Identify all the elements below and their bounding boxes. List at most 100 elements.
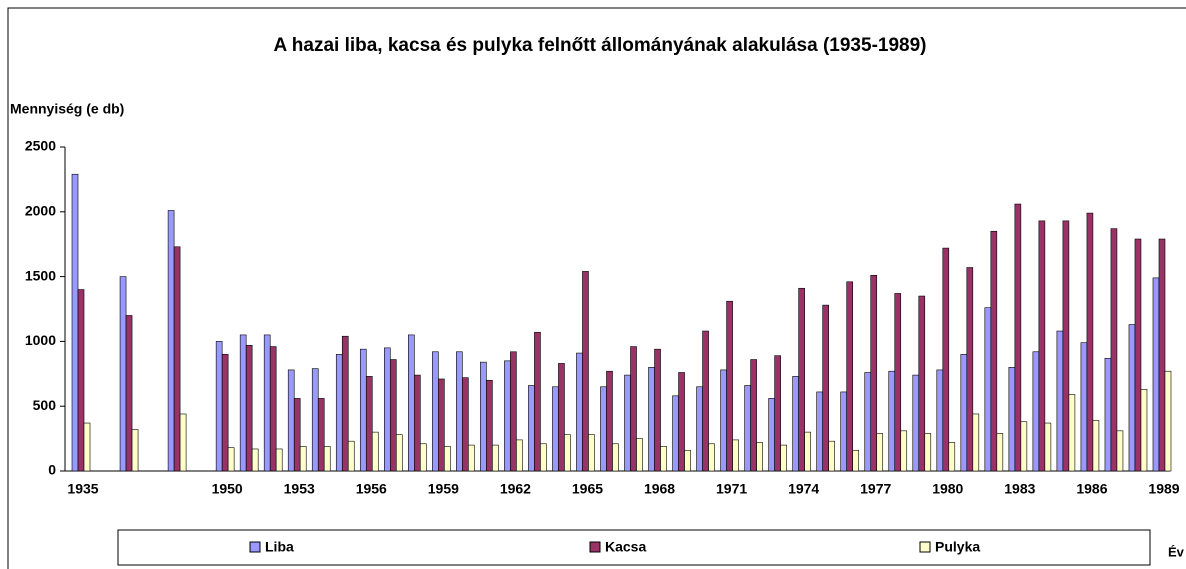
bar	[696, 386, 703, 472]
bar	[870, 275, 878, 472]
x-tick-label: 1971	[716, 481, 747, 497]
bar	[792, 376, 799, 472]
bar	[852, 449, 860, 472]
bar	[1140, 389, 1148, 472]
bar	[756, 442, 763, 472]
bar	[480, 361, 487, 472]
bar	[720, 369, 727, 472]
legend	[117, 529, 1151, 566]
bar	[612, 443, 619, 472]
bar	[684, 449, 691, 472]
bar	[468, 444, 475, 472]
bar	[275, 448, 283, 472]
bar	[780, 444, 787, 472]
bar	[798, 287, 805, 472]
bar	[726, 300, 733, 472]
legend-swatch	[249, 541, 261, 553]
bar	[864, 372, 872, 472]
bar	[846, 281, 854, 472]
bar	[1104, 357, 1112, 472]
bar	[990, 230, 998, 472]
bar	[383, 347, 391, 472]
bar	[239, 334, 247, 472]
bar	[576, 352, 583, 472]
x-tick-label: 1959	[428, 481, 459, 497]
bar	[438, 378, 445, 472]
bar	[1014, 203, 1022, 472]
x-tick-label: 1965	[572, 481, 603, 497]
bar	[1062, 220, 1070, 472]
bar	[702, 330, 709, 472]
x-tick-label: 1986	[1076, 481, 1107, 497]
legend-label: Kacsa	[605, 539, 646, 555]
bar	[744, 385, 751, 472]
bar	[564, 434, 571, 472]
bar	[972, 413, 980, 472]
legend-label: Pulyka	[935, 539, 980, 555]
bar	[245, 344, 253, 472]
bar	[456, 351, 463, 472]
bar	[365, 376, 373, 472]
bar	[167, 210, 175, 472]
bar	[335, 354, 343, 472]
chart-title: A hazai liba, kacsa és pulyka felnőtt ál…	[273, 35, 926, 56]
bar	[486, 379, 493, 472]
bar	[1092, 420, 1100, 472]
x-tick-label: 1989	[1148, 481, 1179, 497]
x-tick-label: 1980	[932, 481, 963, 497]
x-tick-label: 1953	[284, 481, 315, 497]
bar	[179, 413, 187, 472]
bar	[227, 447, 235, 472]
bar	[444, 446, 451, 472]
bar	[996, 433, 1004, 472]
bar	[1086, 212, 1094, 472]
bar	[462, 377, 469, 472]
bar	[540, 443, 547, 472]
bar	[750, 359, 757, 472]
bar	[1056, 330, 1064, 472]
bar	[912, 374, 920, 472]
bar	[347, 440, 355, 472]
y-tick-label: 2000	[25, 203, 56, 219]
legend-label: Liba	[265, 539, 294, 555]
bar	[1116, 430, 1124, 472]
bar	[371, 431, 379, 472]
x-tick-label: 1935	[67, 481, 98, 497]
bar	[732, 439, 739, 472]
bar	[510, 351, 517, 472]
bar	[876, 433, 884, 472]
bar	[828, 440, 835, 472]
bar	[221, 354, 229, 472]
x-tick-label: 1974	[788, 481, 819, 497]
legend-swatch	[589, 541, 601, 553]
bar	[678, 372, 685, 472]
bar	[173, 246, 181, 472]
bar	[1134, 238, 1142, 472]
x-tick-label: 1962	[500, 481, 531, 497]
bar	[341, 335, 349, 472]
bar	[71, 173, 79, 472]
bar	[77, 289, 85, 472]
bar	[414, 374, 421, 472]
bar	[359, 348, 367, 472]
bar	[840, 391, 848, 472]
bar	[1032, 351, 1040, 472]
bar	[600, 386, 607, 472]
bar	[389, 359, 397, 472]
bar	[1008, 367, 1016, 472]
x-tick-label: 1968	[644, 481, 675, 497]
x-tick-label: 1983	[1004, 481, 1035, 497]
bar	[924, 433, 932, 472]
y-tick-label: 1000	[25, 332, 56, 348]
bar	[660, 446, 667, 472]
bar	[648, 367, 655, 472]
bar	[311, 368, 319, 472]
bar	[624, 374, 631, 472]
bar	[816, 391, 823, 472]
bar	[1080, 342, 1088, 472]
bar	[966, 267, 974, 472]
bar	[287, 369, 295, 472]
bar	[492, 444, 499, 472]
bar	[1158, 238, 1166, 472]
